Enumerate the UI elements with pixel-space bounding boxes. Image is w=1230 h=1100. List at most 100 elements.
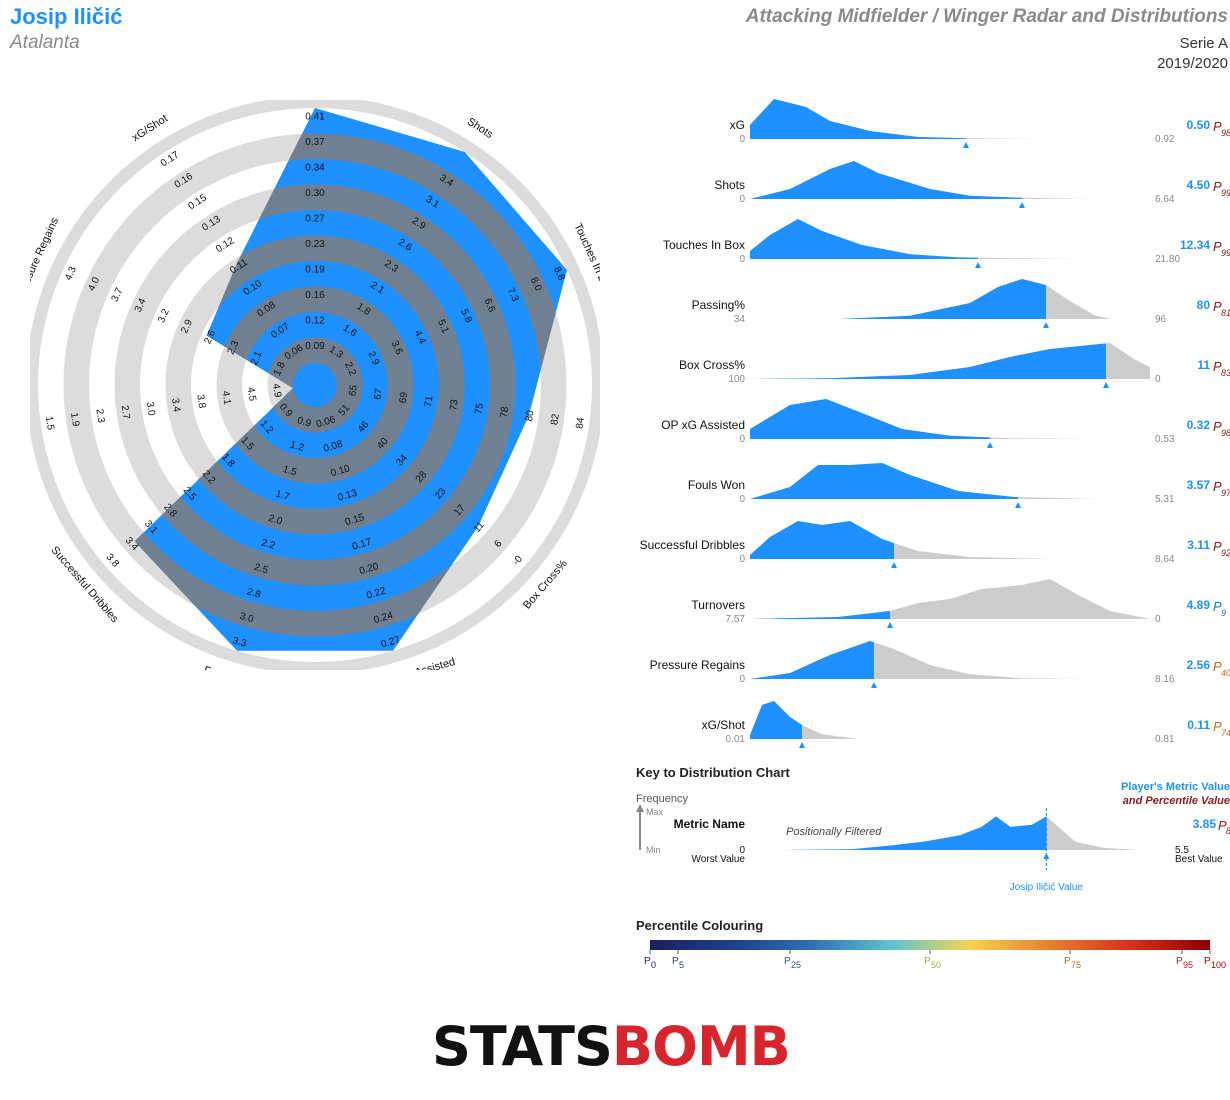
dist-player-value: 4.89: [1187, 598, 1211, 612]
radar-tick-label: 3.2: [156, 307, 172, 325]
radar-tick-label: 75: [473, 402, 486, 415]
radar-tick-label: 1.5: [43, 416, 56, 432]
radar-tick-label: 0.06: [315, 414, 337, 430]
radar-tick-label: 82: [549, 413, 562, 426]
key-metric-name: Metric Name: [674, 817, 746, 831]
key-worst-number: 0: [739, 845, 745, 856]
radar-tick-label: 0.22: [365, 585, 387, 601]
chart-title: Attacking Midfielder / Winger Radar and …: [745, 6, 1228, 27]
dist-percentile-value: 40: [1221, 668, 1230, 678]
radar-tick-label: 8.8: [551, 265, 567, 283]
radar-tick-label: 0.16: [305, 290, 325, 301]
dist-row: Shots 0 6.64 4.50P99: [714, 161, 1230, 208]
dist-min-value: 0: [739, 254, 745, 265]
dist-percentile-p: P: [1213, 659, 1222, 674]
dist-row: Successful Dribbles 0 8.64 3.11P92: [640, 521, 1230, 568]
radar-tick-label: 0.17: [351, 536, 373, 552]
dist-player-value: 2.56: [1187, 658, 1211, 672]
dist-percentile-value: 98: [1221, 128, 1230, 138]
radar-tick-label: 1.5: [281, 464, 298, 479]
dist-percentile-p: P: [1213, 479, 1222, 494]
radar-tick-label: 2.2: [260, 537, 277, 552]
dist-max-value: 8.16: [1155, 674, 1175, 685]
dist-curve-blue: [750, 219, 978, 259]
radar-tick-label: 4.1: [220, 390, 233, 406]
radar-tick-label: 3.4: [133, 296, 149, 314]
radar-tick-label: 2.9: [179, 318, 195, 336]
key-max: Max: [646, 807, 664, 817]
player-name: Josip Iličić: [10, 4, 123, 29]
dist-percentile-value: 81: [1221, 308, 1230, 318]
dist-metric-label: xG/Shot: [702, 718, 746, 732]
dist-curve-grey: [750, 579, 1150, 619]
radar-tick-label: 2.3: [226, 339, 242, 357]
radar-tick-label: 2.6: [202, 328, 218, 346]
radar-tick-label: 0.27: [305, 213, 325, 224]
radar-tick-label: 80: [524, 409, 537, 422]
dist-min-value: 34: [734, 314, 746, 325]
dist-value-marker: [987, 442, 993, 448]
key-curve-blue: [780, 816, 1047, 850]
dist-percentile-value: 98: [1221, 428, 1230, 438]
dist-percentile-p: P: [1213, 419, 1222, 434]
dist-min-value: 0: [739, 194, 745, 205]
logo-stats: STATS: [432, 1015, 613, 1078]
dist-percentile-value: 99: [1221, 248, 1230, 258]
scale-label: 0: [651, 960, 656, 970]
radar-tick-label: 3.4: [169, 397, 182, 413]
scale-title: Percentile Colouring: [636, 918, 763, 933]
scale-label: 95: [1183, 960, 1193, 970]
dist-metric-label: xG: [730, 118, 745, 132]
dist-max-value: 21.80: [1155, 254, 1180, 265]
radar-tick-label: 2.0: [267, 513, 284, 528]
radar-tick-label: 73: [448, 398, 461, 411]
dist-player-value: 4.50: [1187, 178, 1211, 192]
radar-tick-label: 0.15: [344, 512, 366, 528]
scale-label-p: P: [924, 956, 931, 967]
dist-max-value: 0.81: [1155, 734, 1175, 745]
scale-label-p: P: [1176, 956, 1183, 967]
dist-metric-label: Touches In Box: [663, 238, 745, 252]
radar-tick-label: 2.3: [93, 408, 106, 424]
radar-tick-label: 0.20: [358, 561, 380, 577]
dist-row: Turnovers 7.57 0 4.89 P 9: [691, 579, 1226, 628]
dist-percentile-p: P: [1213, 179, 1222, 194]
dist-max-value: 0.92: [1155, 134, 1175, 145]
dist-metric-label: Pressure Regains: [650, 658, 745, 672]
key-min: Min: [646, 845, 661, 855]
radar-tick-label: 0.41: [305, 111, 325, 122]
dist-value-marker: [1015, 502, 1021, 508]
dist-curve-blue: [750, 463, 1018, 499]
radar-tick-label: 1.7: [274, 488, 291, 503]
key-curve-grey: [780, 816, 1140, 850]
scale-label: 25: [791, 960, 801, 970]
dist-value-marker: [887, 622, 893, 628]
dist-curve-blue: [750, 641, 874, 679]
dist-percentile-value: 92: [1221, 548, 1230, 558]
dist-curve-blue: [750, 399, 990, 439]
radar-tick-label: 78: [499, 406, 512, 419]
dist-curve-blue: [750, 161, 1022, 199]
key-to-distribution: Key to Distribution Chart Frequency Max Min…: [636, 765, 1230, 893]
dist-min-value: 0: [739, 674, 745, 685]
dist-row: Fouls Won 0 5.31 3.57P97: [688, 463, 1230, 508]
radar-tick-label: 0.24: [373, 610, 395, 626]
radar-tick-label: 6: [493, 538, 505, 550]
radar-tick-label: 2.9: [365, 350, 381, 368]
dist-min-value: 7.57: [726, 614, 746, 625]
radar-tick-label: 69: [398, 391, 411, 404]
dist-percentile-p: P: [1213, 539, 1222, 554]
dist-metric-label: Box Cross%: [679, 358, 745, 372]
scale-label-p: P: [644, 956, 651, 967]
radar-tick-label: 2.2: [342, 360, 358, 378]
scale-label-p: P: [672, 956, 679, 967]
dist-metric-label: Successful Dribbles: [640, 538, 745, 552]
dist-min-value: 0: [739, 134, 745, 145]
dist-value-marker: [1043, 322, 1049, 328]
dist-max-value: 0: [1155, 374, 1161, 385]
key-filtered-label: Positionally Filtered: [786, 826, 882, 838]
radar-tick-label: 0.27: [380, 634, 402, 650]
radar-tick-label: 3.0: [238, 611, 255, 626]
dist-value-marker: [1019, 202, 1025, 208]
